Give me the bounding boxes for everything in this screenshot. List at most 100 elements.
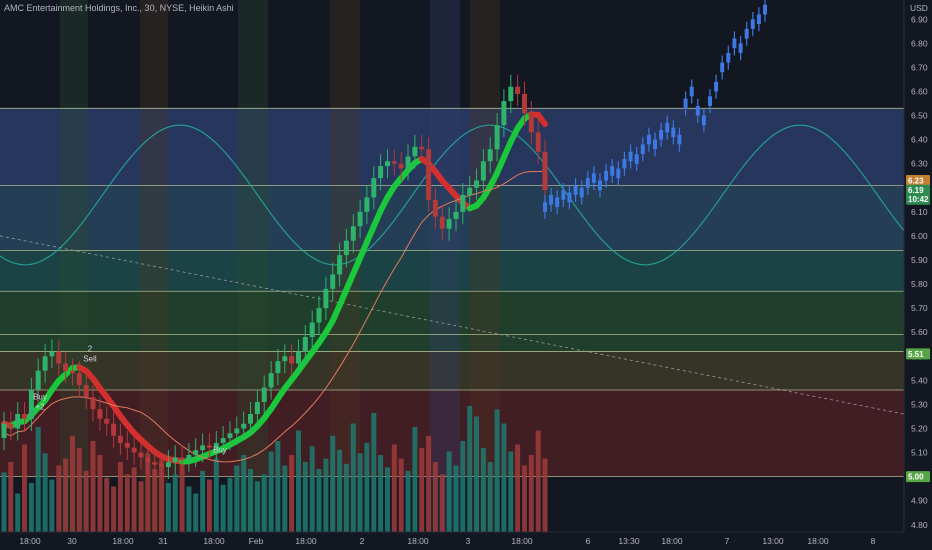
volume-bar [405,470,411,533]
y-tick-label: 6.90 [911,14,928,24]
candle-body [172,457,178,463]
signal-sublabel: Sell [83,355,97,364]
x-tick-label: 2 [360,536,365,546]
candle-body [63,363,69,371]
candle-body [42,356,48,371]
forecast-bar [738,43,743,53]
volume-bar [535,430,541,532]
price-zone [0,250,904,292]
candle-body [419,146,425,150]
price-badge-label: 6.23 [908,177,924,186]
signal-sublabel: +2 [35,403,45,412]
candle-body [426,149,432,200]
volume-bar [323,458,329,532]
volume-bar [302,462,308,532]
volume-bar [316,469,322,532]
x-tick-label: 6 [586,536,591,546]
y-tick-label: 6.80 [911,38,928,48]
candle-body [76,373,82,386]
candle-body [117,435,123,443]
forecast-bar [622,158,627,169]
volume-bar [179,463,185,533]
x-tick-label: 18:00 [661,536,683,546]
volume-bar [49,479,55,532]
volume-bar [522,465,527,532]
y-tick-label: 6.30 [911,159,928,169]
candle-body [350,226,356,241]
candle-body [309,322,315,337]
price-badge [906,471,930,483]
x-tick-label: 18:00 [511,536,533,546]
y-tick-label: 5.30 [911,399,928,409]
volume-bar [275,441,281,532]
candle-body [234,428,240,434]
volume-bar [76,448,82,532]
forecast-bar [610,166,615,176]
forecast-bar [714,81,719,92]
volume-bar [330,435,336,533]
volume-bar [309,446,315,533]
currency-label: USD [910,3,928,13]
volume-bar [254,481,260,533]
y-tick-label: 4.90 [911,496,928,506]
y-tick-label: 5.80 [911,279,928,289]
candle-body [227,433,233,439]
volume-bar [364,442,370,533]
candle-body [474,180,479,188]
forecast-bar [579,187,584,198]
candle-body [446,219,452,229]
candle-body [241,423,247,429]
volume-bar [145,453,151,533]
candle-body [124,442,130,448]
y-tick-label: 6.00 [911,231,928,241]
candle-body [467,187,473,195]
forecast-bar [732,38,737,49]
forecast-bar [756,14,761,24]
forecast-bar [695,105,700,116]
candle-body [83,385,89,398]
candle-body [90,397,96,410]
volume-bar [206,479,212,532]
x-tick-label: 8 [871,536,876,546]
candle-body [432,199,438,217]
volume-bar [124,474,130,533]
volume-bar [391,444,397,532]
volume-bar [138,481,144,533]
candle-body [528,113,534,133]
forecast-bar [598,180,602,191]
candle-body [364,197,370,212]
forecast-bar [646,134,651,145]
candle-body [186,455,192,460]
y-tick-label: 5.40 [911,375,928,385]
candle-body [248,414,253,424]
forecast-bar [573,185,578,195]
candle-body [330,274,336,289]
forecast-bar [549,195,554,205]
candle-body [385,161,390,167]
candle-body [460,195,466,212]
price-zone [0,108,904,186]
candle-body [453,211,459,219]
candle-body [302,337,308,352]
volume-bar [56,465,62,532]
price-badge [906,175,930,186]
y-tick-label: 4.80 [911,520,928,530]
x-tick-label: 7 [725,536,730,546]
volume-bar [412,427,418,532]
candle-body [323,288,329,309]
candle-body [398,163,404,169]
forecast-bar [591,173,596,183]
chart-title: AMC Entertainment Holdings, Inc., 30, NY… [4,3,234,13]
volume-bar [494,409,500,532]
candle-body [28,390,34,419]
volume-bar [117,462,123,532]
y-tick-label: 6.70 [911,62,928,72]
volume-bar [474,416,479,532]
candle-body [1,423,7,439]
session-highlight [238,0,268,532]
volume-bar [83,470,89,533]
candle-body [268,373,274,388]
ma-ribbon-segment [535,111,548,128]
volume-bar [1,472,7,532]
